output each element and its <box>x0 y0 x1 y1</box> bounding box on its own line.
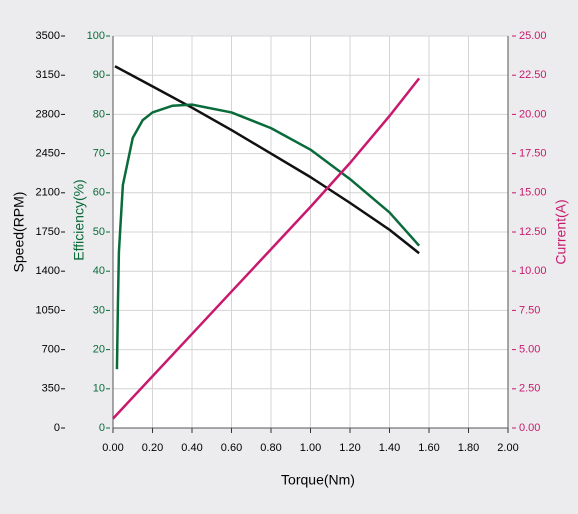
y2-tick-label: 30 <box>93 304 105 316</box>
y3-tick-label: 2.50 <box>519 383 540 395</box>
y-tick-label: 1750 <box>36 226 60 238</box>
y3-axis-title: Current(A) <box>553 199 569 264</box>
y3-tick-label: 15.00 <box>519 187 547 199</box>
series-line <box>114 65 420 255</box>
x-tick-label: 1.40 <box>379 442 400 454</box>
x-tick-label: 0.80 <box>260 442 281 454</box>
y2-tick-label: 70 <box>93 148 105 160</box>
y3-tick-label: 25.00 <box>519 30 547 42</box>
x-tick-label: 1.80 <box>458 442 479 454</box>
x-tick-label: 1.20 <box>339 442 360 454</box>
y2-axis-title: Efficiency(%) <box>71 179 87 260</box>
y-tick-label: 2100 <box>36 187 60 199</box>
y-tick-label: 2450 <box>36 148 60 160</box>
y3-tick-label: 22.50 <box>519 69 547 81</box>
x-tick-label: 1.00 <box>300 442 321 454</box>
y3-tick-label: 7.50 <box>519 304 540 316</box>
y3-tick-label: 12.50 <box>519 226 547 238</box>
x-tick-label: 1.60 <box>418 442 439 454</box>
y-tick-label: 2800 <box>36 108 60 120</box>
y3-tick-label: 17.50 <box>519 148 547 160</box>
y3-tick-label: 0.00 <box>519 422 540 434</box>
x-tick-label: 2.00 <box>497 442 518 454</box>
y-tick-label: 1400 <box>36 265 60 277</box>
x-tick-label: 0.20 <box>142 442 163 454</box>
y2-tick-label: 60 <box>93 187 105 199</box>
y-tick-label: 3500 <box>36 30 60 42</box>
x-tick-label: 0.60 <box>221 442 242 454</box>
y2-tick-label: 50 <box>93 226 105 238</box>
y3-tick-label: 10.00 <box>519 265 547 277</box>
series-line <box>112 77 421 420</box>
x-tick-label: 0.40 <box>181 442 202 454</box>
x-axis-title: Torque(Nm) <box>281 472 355 488</box>
y-tick-label: 1050 <box>36 304 60 316</box>
y-tick-label: 700 <box>42 344 60 356</box>
y2-tick-label: 40 <box>93 265 105 277</box>
y2-tick-label: 90 <box>93 69 105 81</box>
y-axis-title: Speed(RPM) <box>11 192 27 273</box>
y2-tick-label: 10 <box>93 383 105 395</box>
y2-tick-label: 20 <box>93 344 105 356</box>
series-line <box>115 103 421 370</box>
x-tick-label: 0.00 <box>102 442 123 454</box>
y2-tick-label: 0 <box>99 422 105 434</box>
y2-tick-label: 100 <box>87 30 105 42</box>
y3-tick-label: 20.00 <box>519 108 547 120</box>
y-tick-label: 3150 <box>36 69 60 81</box>
y3-tick-label: 5.00 <box>519 344 540 356</box>
y-tick-label: 0 <box>54 422 60 434</box>
y2-tick-label: 80 <box>93 108 105 120</box>
y-tick-label: 350 <box>42 383 60 395</box>
